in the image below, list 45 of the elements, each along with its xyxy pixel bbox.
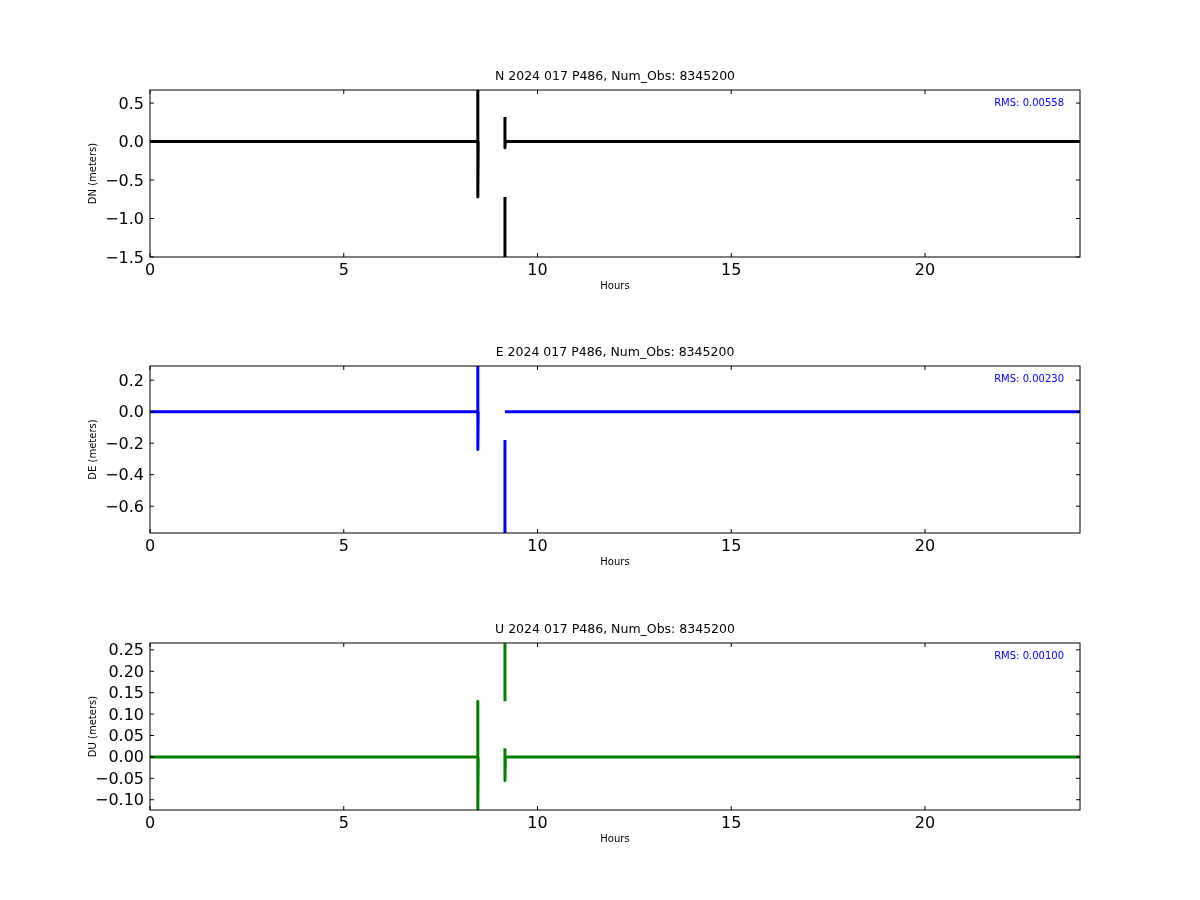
x-tick-label: 10 [527, 813, 548, 832]
x-tick-label: 0 [144, 260, 156, 279]
x-tick-label: 0 [144, 536, 156, 555]
y-tick-label: 0.00 [108, 747, 144, 767]
y-axis-title: DN (meters) [87, 142, 98, 205]
chart-title: N 2024 017 P486, Num_Obs: 8345200 [494, 68, 736, 83]
x-tick-label: 15 [721, 260, 742, 279]
x-tick-label: 5 [338, 536, 349, 555]
chart-title: E 2024 017 P486, Num_Obs: 8345200 [495, 344, 735, 359]
y-tick-label: −1.5 [105, 247, 144, 267]
x-axis-title: Hours [600, 833, 630, 844]
y-tick-label: −0.2 [105, 433, 144, 453]
y-tick-label: 0.25 [108, 640, 144, 660]
y-tick-label: 0.0 [118, 132, 144, 152]
annotation: RMS: 0.00558 [994, 97, 1064, 108]
y-tick-label: 0.05 [108, 725, 144, 745]
x-tick-label: 15 [721, 813, 742, 832]
x-axis-title: Hours [600, 556, 630, 567]
y-tick-label: 0.10 [108, 704, 144, 724]
y-tick-label: 0.20 [108, 661, 144, 681]
x-tick-label: 0 [144, 813, 156, 832]
y-tick-label: 0.2 [118, 370, 144, 390]
y-tick-label: 0.5 [118, 93, 144, 113]
x-tick-label: 15 [721, 536, 742, 555]
annotation: RMS: 0.00230 [994, 373, 1064, 384]
y-tick-label: −0.5 [105, 170, 144, 190]
x-tick-label: 5 [338, 260, 349, 279]
x-tick-label: 20 [914, 536, 936, 555]
x-tick-label: 10 [527, 260, 548, 279]
y-tick-label: −1.0 [105, 209, 144, 229]
y-tick-label: −0.05 [94, 768, 144, 788]
chart-title: U 2024 017 P486, Num_Obs: 8345200 [495, 621, 735, 636]
y-tick-label: 0.0 [118, 402, 144, 422]
x-tick-label: 20 [914, 260, 936, 279]
y-tick-label: 0.15 [108, 683, 144, 703]
y-axis-title: DU (meters) [87, 695, 98, 758]
x-tick-label: 20 [914, 813, 936, 832]
y-tick-label: −0.4 [105, 465, 144, 485]
x-axis-title: Hours [600, 280, 630, 291]
y-tick-label: −0.10 [94, 790, 144, 810]
y-axis-title: DE (meters) [87, 419, 98, 480]
x-tick-label: 5 [338, 813, 349, 832]
annotation: RMS: 0.00100 [994, 650, 1064, 661]
y-tick-label: −0.6 [105, 496, 144, 516]
x-tick-label: 10 [527, 536, 548, 555]
